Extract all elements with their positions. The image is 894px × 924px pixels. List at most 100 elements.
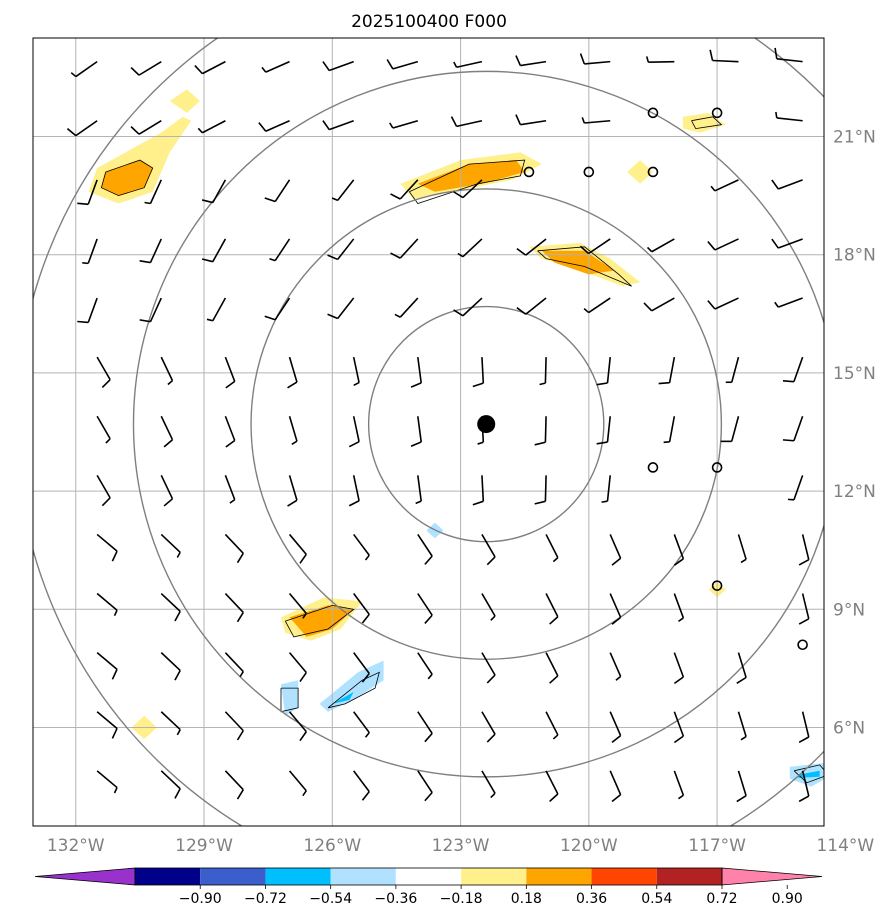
shaded-region xyxy=(417,160,525,192)
wind-barb xyxy=(87,297,98,323)
lon-tick-label: 117°W xyxy=(688,836,746,856)
wind-barb-flag xyxy=(229,498,236,504)
wind-barb-flag xyxy=(66,127,77,137)
wind-barb-flag xyxy=(611,794,622,803)
calm-wind-circle xyxy=(647,462,659,473)
wind-barb xyxy=(274,179,291,202)
shaded-region xyxy=(101,160,153,196)
wind-barb xyxy=(160,474,174,500)
wind-barb xyxy=(353,652,370,674)
wind-barb-flag xyxy=(130,66,140,76)
contour-line xyxy=(327,671,380,709)
wind-barb-flag xyxy=(450,116,458,127)
wind-barb xyxy=(224,711,244,732)
wind-barb-flag xyxy=(322,61,330,71)
wind-barb-flag xyxy=(327,313,338,320)
lon-tick-label: 132°W xyxy=(47,836,105,856)
wind-barb xyxy=(149,297,162,323)
wind-barb xyxy=(265,60,290,73)
wind-barb-flag xyxy=(611,616,622,625)
wind-barb-flag xyxy=(611,557,622,566)
contour-line xyxy=(280,687,299,713)
wind-barb-flag xyxy=(472,500,484,506)
wind-barb-flag xyxy=(299,553,307,564)
wind-barb xyxy=(545,652,559,677)
wind-barb xyxy=(212,179,227,203)
wind-barb xyxy=(481,357,485,384)
wind-barb xyxy=(288,593,307,614)
lat-tick-label: 6°N xyxy=(833,719,865,739)
wind-barb-flag xyxy=(490,615,496,621)
wind-barb xyxy=(737,534,747,560)
wind-barb xyxy=(545,534,559,558)
wind-barb-flag xyxy=(611,734,622,744)
wind-barb xyxy=(801,593,810,619)
wind-barb-flag xyxy=(534,500,546,505)
wind-barb-flag xyxy=(111,669,118,680)
wind-barb xyxy=(337,297,355,320)
wind-barb xyxy=(288,356,298,383)
colorbar: −0.90 −0.72 −0.54 −0.36 −0.18 0.18 0.36 0.54 0.7… xyxy=(34,867,823,907)
wind-barb xyxy=(87,238,98,264)
wind-barb xyxy=(353,593,370,615)
calm-wind-circle xyxy=(647,166,659,178)
wind-barb xyxy=(793,356,804,382)
wind-barb xyxy=(417,475,422,502)
wind-barb xyxy=(606,357,612,384)
wind-barb-flag xyxy=(239,671,244,678)
wind-barb-flag xyxy=(798,558,810,566)
wind-barb xyxy=(588,238,611,255)
wind-barb xyxy=(544,416,547,443)
wind-barb-flag xyxy=(775,111,778,119)
wind-barb xyxy=(525,238,547,256)
wind-barb xyxy=(673,711,685,737)
wind-barb-flag xyxy=(798,736,810,743)
wind-barb xyxy=(584,60,611,65)
colorbar-tick-label: 0.90 xyxy=(772,891,803,907)
wind-barb-flag xyxy=(287,499,298,507)
colorbar-tick-label: 0.18 xyxy=(511,891,542,907)
wind-barb xyxy=(776,58,803,63)
wind-barb-flag xyxy=(552,557,559,563)
wind-barb-flag xyxy=(236,730,244,741)
calm-wind-circle xyxy=(711,580,723,591)
wind-barb xyxy=(545,711,559,736)
shaded-region xyxy=(281,680,299,716)
wind-barb xyxy=(417,416,422,443)
wind-barb xyxy=(609,534,622,559)
wind-barb-flag xyxy=(427,673,433,680)
wind-barb-flag xyxy=(736,676,747,685)
wind-barb xyxy=(584,119,611,124)
wind-barb xyxy=(462,297,483,317)
wind-barb xyxy=(462,238,483,258)
wind-barb-flag xyxy=(645,56,650,63)
wind-barb xyxy=(417,652,433,675)
wind-barb-flag xyxy=(167,379,173,386)
wind-barb-flag xyxy=(302,790,307,797)
wind-barb-flag xyxy=(490,792,496,799)
wind-barb-flag xyxy=(549,675,559,684)
wind-barb xyxy=(651,297,675,312)
colorbar-segment xyxy=(135,868,201,885)
wind-barb xyxy=(481,475,485,502)
wind-barb-flag xyxy=(740,558,747,564)
wind-barb-flag xyxy=(390,252,401,259)
wind-barb-flag xyxy=(415,500,422,505)
wind-barb-flag xyxy=(113,609,118,617)
wind-barb xyxy=(288,652,307,674)
colorbar-segment xyxy=(265,868,331,885)
wind-barb xyxy=(544,357,547,384)
wind-barb xyxy=(481,652,496,676)
lat-tick-label: 12°N xyxy=(833,482,876,502)
wind-barb-flag xyxy=(101,379,111,389)
wind-barb xyxy=(337,238,355,260)
wind-barb-flag xyxy=(658,381,670,385)
wind-barb-flag xyxy=(601,500,608,503)
wind-barb xyxy=(75,120,98,137)
wind-barb xyxy=(96,652,118,670)
wind-barb xyxy=(274,297,291,321)
wind-barb-flag xyxy=(174,610,181,622)
wind-barb-flag xyxy=(673,676,684,685)
wind-barb-flag xyxy=(348,440,360,448)
